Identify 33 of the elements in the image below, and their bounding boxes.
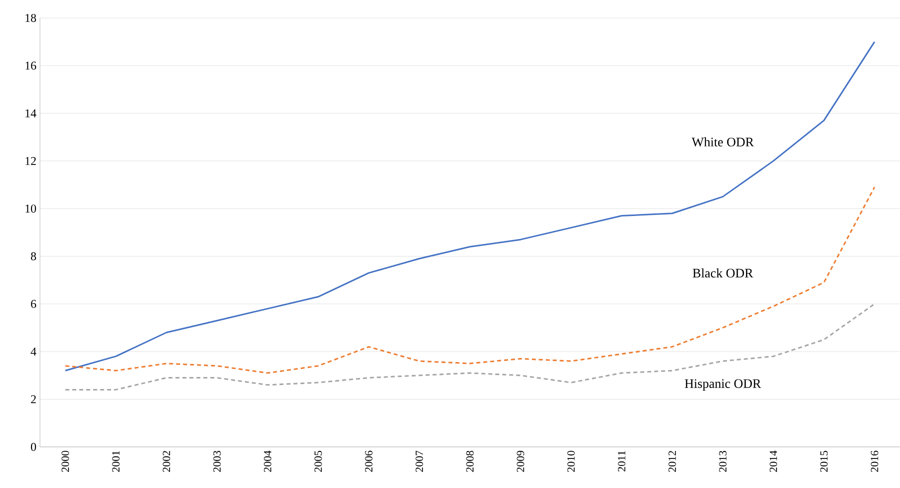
x-tick-label: 2009 (516, 450, 524, 472)
y-tick-label: 16 (26, 62, 36, 70)
x-tick-label: 2014 (770, 450, 778, 472)
y-tick-label: 4 (30, 348, 36, 356)
y-tick-label: 12 (26, 157, 36, 165)
y-tick-label: 18 (26, 14, 36, 22)
y-tick-label: 14 (26, 109, 36, 118)
text: Black ODR (692, 268, 754, 278)
x-tick-label: 2011 (618, 451, 626, 472)
x-tick-label: 2000 (62, 450, 69, 472)
y-tick-label: 0 (30, 442, 36, 451)
x-tick-label: 2006 (365, 450, 372, 472)
y-tick-label: 10 (26, 204, 36, 213)
y-tick-label: 2 (31, 395, 36, 404)
x-tick-label: 2016 (870, 450, 878, 472)
x-tick-label: 2007 (416, 450, 424, 472)
x-tick-label: 2010 (567, 450, 575, 472)
x-tick-label: 2003 (213, 450, 221, 472)
y-tick-label: 6 (31, 300, 36, 308)
x-tick-label: 2015 (820, 450, 828, 472)
x-tick-label: 2002 (162, 451, 170, 472)
x-tick-label: 2004 (264, 450, 272, 472)
series-label: White ODR (692, 137, 754, 147)
x-tick-label: 2008 (466, 450, 474, 472)
y-tick-label: 8 (30, 252, 36, 260)
line-series (64, 186, 876, 374)
series-label: Hispanic ODR (684, 379, 762, 391)
line-series (64, 41, 876, 372)
x-tick-label: 2012 (668, 451, 676, 472)
line-series (64, 303, 876, 391)
x-tick-label: 2001 (112, 451, 120, 472)
x-tick-label: 2005 (314, 450, 322, 472)
x-tick-label: 2013 (719, 450, 726, 472)
